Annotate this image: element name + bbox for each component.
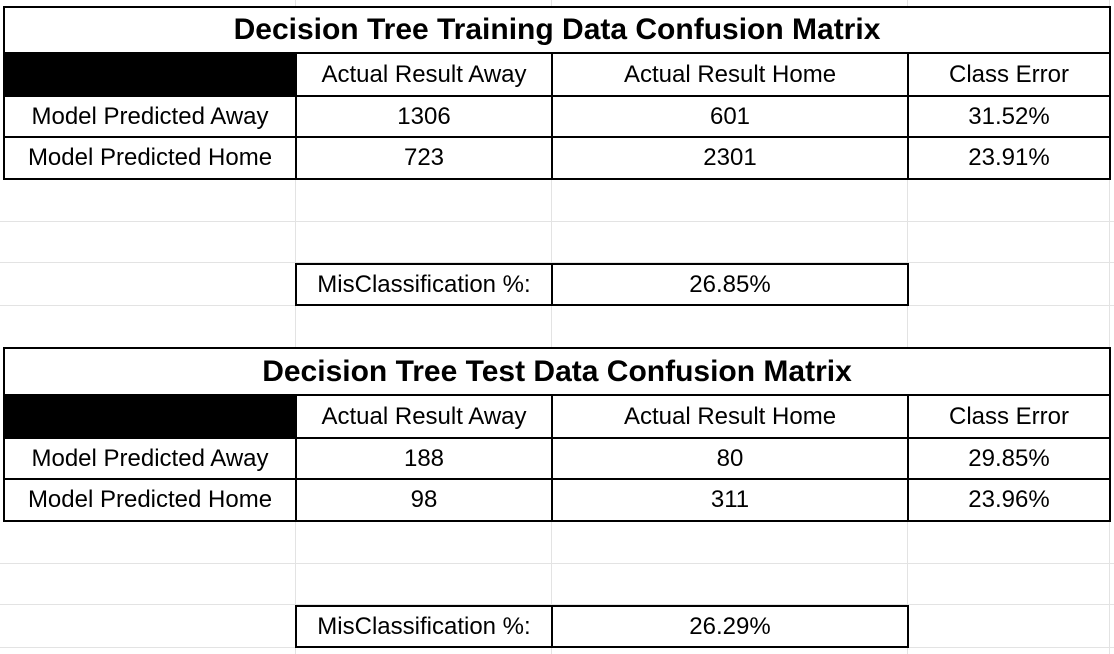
- training-misclassification-label[interactable]: MisClassification %:: [295, 263, 553, 306]
- training-cell-away[interactable]: 723: [295, 136, 553, 180]
- test-cell-away[interactable]: 98: [295, 478, 553, 522]
- training-misclassification-value[interactable]: 26.85%: [551, 263, 909, 306]
- test-row-label[interactable]: Model Predicted Away: [3, 437, 297, 480]
- training-matrix-title[interactable]: Decision Tree Training Data Confusion Ma…: [3, 6, 1111, 54]
- training-cell-home[interactable]: 2301: [551, 136, 909, 180]
- training-cell-error[interactable]: 31.52%: [907, 95, 1111, 138]
- training-header-actual-home[interactable]: Actual Result Home: [551, 52, 909, 97]
- training-row-label[interactable]: Model Predicted Home: [3, 136, 297, 180]
- test-corner-cell[interactable]: [3, 394, 297, 439]
- gridline: [0, 563, 1114, 564]
- test-matrix-title[interactable]: Decision Tree Test Data Confusion Matrix: [3, 347, 1111, 396]
- gridline: [907, 0, 908, 654]
- training-corner-cell[interactable]: [3, 52, 297, 97]
- training-header-actual-away[interactable]: Actual Result Away: [295, 52, 553, 97]
- gridline: [0, 221, 1114, 222]
- training-cell-error[interactable]: 23.91%: [907, 136, 1111, 180]
- test-cell-home[interactable]: 311: [551, 478, 909, 522]
- test-header-class-error[interactable]: Class Error: [907, 394, 1111, 439]
- test-cell-error[interactable]: 23.96%: [907, 478, 1111, 522]
- test-header-actual-away[interactable]: Actual Result Away: [295, 394, 553, 439]
- test-cell-away[interactable]: 188: [295, 437, 553, 480]
- gridline: [1109, 0, 1110, 654]
- training-cell-home[interactable]: 601: [551, 95, 909, 138]
- training-row-label[interactable]: Model Predicted Away: [3, 95, 297, 138]
- test-cell-home[interactable]: 80: [551, 437, 909, 480]
- gridline: [551, 0, 552, 654]
- training-cell-away[interactable]: 1306: [295, 95, 553, 138]
- test-header-actual-home[interactable]: Actual Result Home: [551, 394, 909, 439]
- training-header-class-error[interactable]: Class Error: [907, 52, 1111, 97]
- gridline: [0, 262, 1114, 263]
- gridline: [295, 0, 296, 654]
- test-misclassification-value[interactable]: 26.29%: [551, 605, 909, 648]
- test-cell-error[interactable]: 29.85%: [907, 437, 1111, 480]
- gridline: [0, 604, 1114, 605]
- test-row-label[interactable]: Model Predicted Home: [3, 478, 297, 522]
- test-misclassification-label[interactable]: MisClassification %:: [295, 605, 553, 648]
